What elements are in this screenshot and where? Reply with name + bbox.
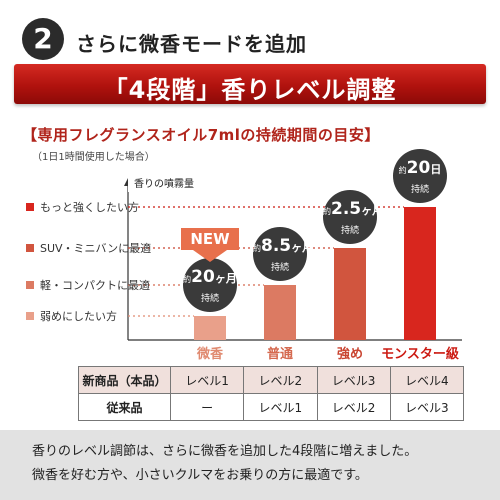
chart-subtitle: （1日1時間使用した場合） bbox=[32, 152, 155, 163]
banner-title: 「4段階」香りレベル調整 bbox=[103, 76, 397, 104]
y-level-label: もっと強くしたい方 bbox=[40, 201, 139, 214]
table-cell: ー bbox=[169, 393, 245, 421]
duration-suffix: 持続 bbox=[270, 263, 289, 273]
x-category-label: 普通 bbox=[266, 347, 293, 362]
chart-title: 【専用フレグランスオイル7mlの持続期間の目安】 bbox=[22, 126, 380, 144]
level-marker bbox=[26, 281, 34, 289]
title-banner: 「4段階」香りレベル調整 bbox=[14, 64, 486, 104]
duration-value: 約20ヶ月 bbox=[183, 267, 237, 287]
duration-number: 2.5 bbox=[331, 199, 362, 219]
bar bbox=[334, 248, 366, 340]
duration-bubble: 約20日 持続 bbox=[393, 149, 447, 203]
table-cell: レベル1 bbox=[243, 393, 318, 421]
table-cell: レベル4 bbox=[389, 366, 465, 394]
duration-prefix: 約 bbox=[398, 166, 407, 175]
bar bbox=[404, 207, 436, 340]
row-header-new: 新商品（本品） bbox=[78, 366, 171, 394]
duration-unit: ヶ月 bbox=[214, 272, 237, 285]
duration-bubble: 約8.5ヶ月 持続 bbox=[253, 227, 313, 281]
level-comparison-table: 新商品（本品） レベル1 レベル2 レベル3 レベル4 従来品 ー レベル1 レ… bbox=[78, 366, 465, 421]
duration-value: 約8.5ヶ月 bbox=[253, 236, 313, 256]
step-heading: さらに微香モードを追加 bbox=[76, 32, 307, 56]
y-level-label: 弱めにしたい方 bbox=[40, 310, 117, 323]
duration-number: 8.5 bbox=[261, 236, 292, 256]
duration-suffix: 持続 bbox=[200, 294, 219, 304]
footer-line-1: 香りのレベル調節は、さらに微香を追加した4段階に増えました。 bbox=[32, 444, 418, 459]
duration-unit: 日 bbox=[430, 163, 442, 176]
new-badge-arrow bbox=[193, 250, 227, 262]
table-cell: レベル2 bbox=[243, 366, 318, 394]
row-header-old: 従来品 bbox=[78, 393, 171, 421]
y-level-label: 軽・コンパクトに最適 bbox=[40, 279, 150, 292]
table-cell: レベル3 bbox=[389, 393, 465, 421]
duration-prefix: 約 bbox=[253, 244, 261, 253]
level-marker bbox=[26, 203, 34, 211]
duration-value: 約20日 bbox=[393, 158, 447, 178]
duration-bubble: 約2.5ヶ月 持続 bbox=[323, 190, 383, 244]
table-row: 従来品 ー レベル1 レベル2 レベル3 bbox=[78, 393, 465, 421]
duration-suffix: 持続 bbox=[410, 185, 429, 195]
bar bbox=[194, 316, 226, 340]
level-marker bbox=[26, 244, 34, 252]
table-cell: レベル2 bbox=[316, 393, 391, 421]
duration-unit: ヶ月 bbox=[361, 204, 384, 217]
x-category-label: 微香 bbox=[196, 347, 223, 362]
x-category-label: モンスター級 bbox=[381, 347, 459, 362]
bar bbox=[264, 285, 296, 340]
new-badge: NEW bbox=[181, 228, 239, 250]
y-level-label: SUV・ミニバンに最適 bbox=[40, 242, 152, 255]
table-row: 新商品（本品） レベル1 レベル2 レベル3 レベル4 bbox=[78, 366, 465, 394]
footer-line-2: 微香を好む方や、小さいクルマをお乗りの方に最適です。 bbox=[32, 468, 368, 483]
duration-prefix: 約 bbox=[183, 275, 192, 284]
duration-value: 約2.5ヶ月 bbox=[323, 199, 383, 219]
x-category-label: 強め bbox=[336, 347, 363, 362]
table-cell: レベル1 bbox=[169, 366, 245, 394]
duration-number: 20 bbox=[406, 158, 431, 178]
duration-prefix: 約 bbox=[323, 207, 331, 216]
step-number-badge: 2 bbox=[22, 18, 64, 60]
duration-unit: ヶ月 bbox=[291, 241, 314, 254]
level-marker bbox=[26, 312, 34, 320]
duration-number: 20 bbox=[191, 267, 215, 287]
footer-note: 香りのレベル調節は、さらに微香を追加した4段階に増えました。 微香を好む方や、小… bbox=[0, 430, 500, 500]
duration-bubble: 約20ヶ月持続 bbox=[183, 258, 237, 312]
duration-suffix: 持続 bbox=[340, 226, 359, 236]
table-cell: レベル3 bbox=[316, 366, 391, 394]
y-axis-label: 香りの噴霧量 bbox=[128, 173, 200, 192]
